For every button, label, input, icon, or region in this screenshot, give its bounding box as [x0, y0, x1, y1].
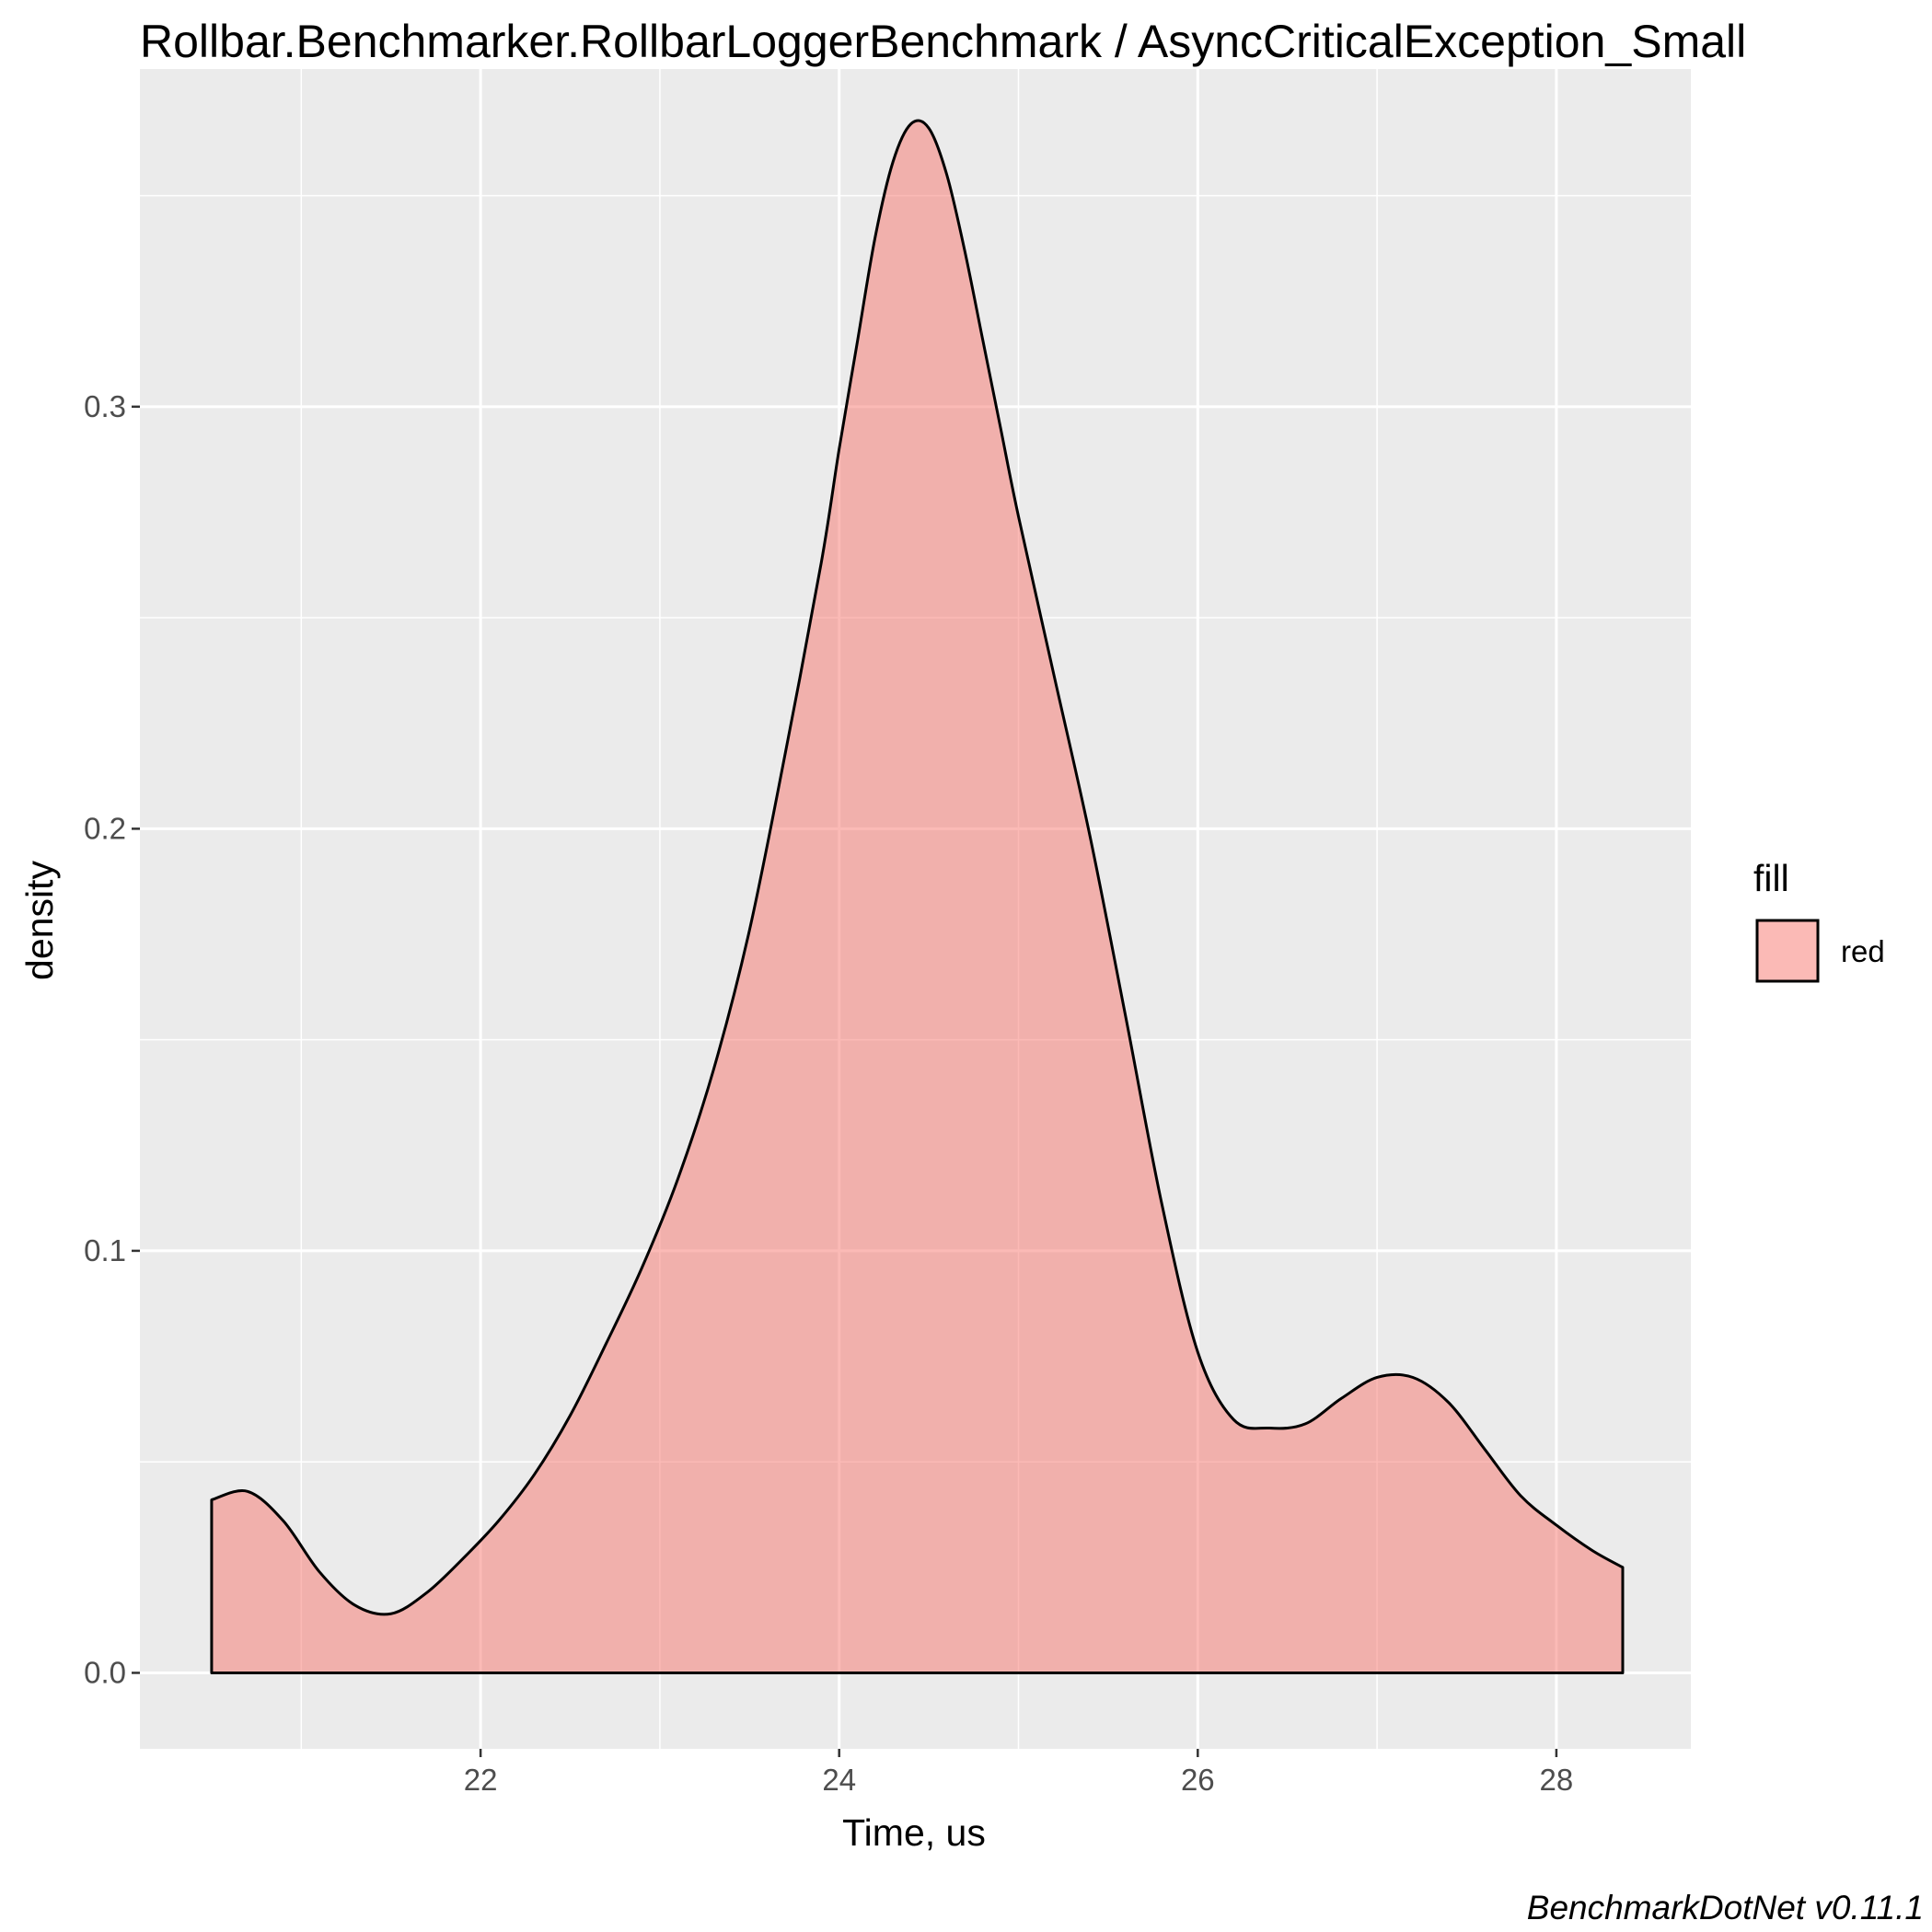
legend-key-red	[1755, 919, 1820, 983]
caption: BenchmarkDotNet v0.11.1	[1527, 1889, 1924, 1926]
x-axis-title: Time, us	[842, 1811, 986, 1854]
chart-title: Rollbar.Benchmarker.RollbarLoggerBenchma…	[140, 16, 1746, 67]
density-area	[211, 120, 1623, 1673]
legend: fill red	[1753, 857, 1885, 983]
y-tick-label: 0.2	[84, 811, 126, 845]
x-tick-label: 26	[1181, 1763, 1215, 1797]
x-axis: 22 24 26 28	[464, 1749, 1574, 1797]
y-axis: 0.0 0.1 0.2 0.3	[84, 389, 140, 1689]
x-tick-label: 24	[822, 1763, 856, 1797]
legend-title: fill	[1753, 857, 1789, 899]
x-tick-label: 22	[464, 1763, 498, 1797]
legend-label-red: red	[1841, 934, 1885, 968]
y-tick-label: 0.3	[84, 389, 126, 423]
y-axis-title: density	[18, 861, 61, 980]
x-tick-label: 28	[1540, 1763, 1574, 1797]
y-tick-label: 0.0	[84, 1655, 126, 1689]
density-outline	[210, 119, 1625, 1674]
y-tick-label: 0.1	[84, 1233, 126, 1267]
